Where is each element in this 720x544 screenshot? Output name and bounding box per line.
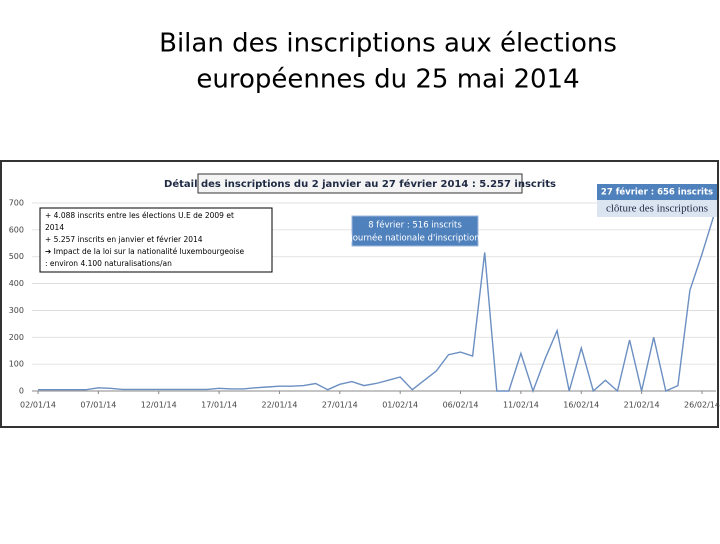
y-tick-label: 400 xyxy=(9,279,24,288)
callout-box xyxy=(597,184,717,200)
callout-box xyxy=(351,215,479,247)
callout-text: 27 février : 656 inscrits xyxy=(601,187,713,198)
x-tick-label: 27/01/14 xyxy=(322,401,358,410)
x-tick-label: 01/02/14 xyxy=(382,401,418,410)
y-tick-label: 500 xyxy=(9,252,24,261)
chart-title: Détail des inscriptions du 2 janvier au … xyxy=(164,178,556,190)
data-line xyxy=(38,214,715,394)
note-line: + 5.257 inscrits en janvier et février 2… xyxy=(45,235,203,244)
note-line: 2014 xyxy=(45,223,64,232)
x-tick-label: 12/01/14 xyxy=(141,401,177,410)
x-tick-label: 16/02/14 xyxy=(563,401,599,410)
callout-text: journée nationale d'inscription xyxy=(349,233,479,244)
y-tick-label: 600 xyxy=(9,225,24,234)
note-line: : environ 4.100 naturalisations/an xyxy=(45,259,172,268)
y-tick-label: 100 xyxy=(9,360,24,369)
x-tick-label: 22/01/14 xyxy=(261,401,297,410)
x-tick-label: 07/01/14 xyxy=(80,401,116,410)
note-line: + 4.088 inscrits entre les élections U.E… xyxy=(45,211,234,220)
x-tick-label: 17/01/14 xyxy=(201,401,237,410)
callout-box xyxy=(597,200,717,217)
note: + 4.088 inscrits entre les élections U.E… xyxy=(45,211,245,268)
x-tick-label: 06/02/14 xyxy=(443,401,479,410)
y-tick-label: 0 xyxy=(19,387,24,396)
x-tick-label: 21/02/14 xyxy=(624,401,660,410)
callout-text: 8 février : 516 inscrits xyxy=(368,220,462,231)
note-box xyxy=(39,207,273,273)
y-tick-label: 700 xyxy=(9,199,24,208)
chart-title-box xyxy=(197,173,523,194)
y-tick-label: 200 xyxy=(9,333,24,342)
x-tick-label: 02/01/14 xyxy=(20,401,56,410)
y-tick-label: 300 xyxy=(9,306,24,315)
x-tick-label: 26/02/14 xyxy=(684,401,720,410)
callout-text: clôture des inscriptions xyxy=(606,203,708,215)
x-tick-label: 11/02/14 xyxy=(503,401,539,410)
slide-title-line: Bilan des inscriptions aux élections xyxy=(159,29,617,59)
note-line: ➔ Impact de la loi sur la nationalité lu… xyxy=(45,247,245,256)
slide-title-line: européennes du 25 mai 2014 xyxy=(196,65,579,95)
